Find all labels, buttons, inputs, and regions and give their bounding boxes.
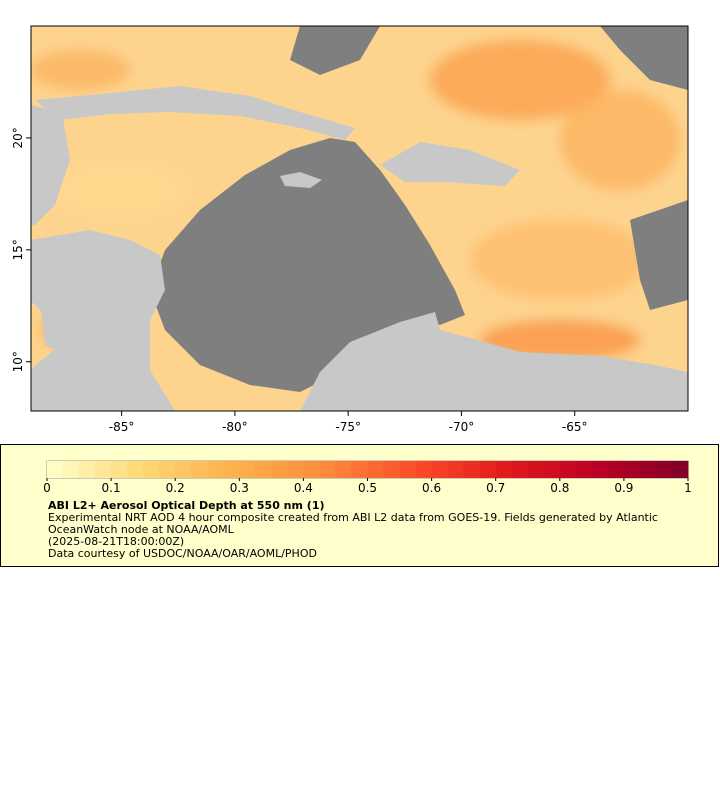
colorbar-tick-label: 0	[43, 481, 51, 495]
colorbar-tick-label: 0.3	[230, 481, 249, 495]
colorbar-tick-label: 0.6	[422, 481, 441, 495]
colorbar-segment	[47, 461, 64, 478]
colorbar-segment	[591, 461, 609, 478]
colorbar-segment	[463, 461, 481, 478]
colorbar-segment	[431, 461, 449, 478]
colorbar-segment	[95, 461, 112, 478]
colorbar-segment	[127, 461, 144, 478]
colorbar-segment	[159, 461, 176, 478]
colorbar-segment	[271, 461, 288, 478]
colorbar-segment	[495, 461, 513, 478]
colorbar-segment	[671, 461, 689, 478]
colorbar-segment	[191, 461, 208, 478]
colorbar-tick-label: 0.8	[550, 481, 569, 495]
no-data-ocean	[630, 200, 688, 310]
colorbar-segment	[335, 461, 352, 478]
legend-text: ABI L2+ Aerosol Optical Depth at 550 nm …	[48, 500, 698, 560]
legend-title: ABI L2+ Aerosol Optical Depth at 550 nm …	[48, 499, 325, 512]
colorbar-segment	[575, 461, 593, 478]
x-tick-label: -65°	[562, 420, 588, 434]
legend-time: (2025-08-21T18:00:00Z)	[48, 535, 185, 548]
colorbar-tick-label: 1	[684, 481, 692, 495]
land	[31, 105, 70, 225]
colorbar-segment	[255, 461, 272, 478]
colorbar-segment	[175, 461, 192, 478]
colorbar-segment	[79, 461, 96, 478]
colorbar-segment	[479, 461, 497, 478]
colorbar-segment	[143, 461, 160, 478]
colorbar-tick-label: 0.7	[486, 481, 505, 495]
x-tick-label: -80°	[222, 420, 248, 434]
colorbar-segment	[351, 461, 368, 478]
land	[280, 172, 322, 188]
colorbar-segment	[223, 461, 240, 478]
x-tick-label: -70°	[449, 420, 475, 434]
land	[380, 142, 520, 186]
land	[31, 230, 175, 411]
colorbar-segment	[111, 461, 128, 478]
colorbar-segment	[511, 461, 529, 478]
colorbar-segment	[367, 461, 385, 478]
x-tick-label: -75°	[335, 420, 361, 434]
no-data-ocean	[600, 26, 688, 90]
colorbar-segment	[303, 461, 320, 478]
map-frame	[30, 25, 689, 412]
land	[40, 300, 110, 360]
colorbar-segment	[383, 461, 401, 478]
y-tick-label: 15°	[11, 239, 25, 260]
colorbar-segment	[639, 461, 657, 478]
colorbar-tick-label: 0.9	[614, 481, 633, 495]
colorbar-segment	[655, 461, 673, 478]
colorbar-tick-label: 0.5	[358, 481, 377, 495]
colorbar-segment	[415, 461, 433, 478]
colorbar-segment	[527, 461, 545, 478]
legend-credit: Data courtesy of USDOC/NOAA/OAR/AOML/PHO…	[48, 547, 317, 560]
y-tick-label: 20°	[11, 127, 25, 148]
colorbar-segment	[399, 461, 417, 478]
colorbar-segment	[287, 461, 304, 478]
colorbar-tick-label: 0.1	[102, 481, 121, 495]
colorbar-segment	[543, 461, 561, 478]
colorbar-segment	[559, 461, 577, 478]
colorbar-segment	[63, 461, 80, 478]
colorbar-tick-label: 0.2	[166, 481, 185, 495]
no-data-ocean	[290, 26, 380, 75]
colorbar-segment	[207, 461, 224, 478]
map-area	[31, 26, 688, 411]
x-tick-label: -85°	[109, 420, 135, 434]
legend-description: Experimental NRT AOD 4 hour composite cr…	[48, 511, 658, 536]
colorbar-segment	[447, 461, 465, 478]
land	[300, 312, 688, 411]
colorbar-tick-label: 0.4	[294, 481, 313, 495]
colorbar-segment	[607, 461, 625, 478]
colorbar-segment	[623, 461, 641, 478]
colorbar-segment	[319, 461, 336, 478]
colorbar-segment	[239, 461, 256, 478]
y-tick-label: 10°	[11, 351, 25, 372]
land	[35, 86, 355, 140]
